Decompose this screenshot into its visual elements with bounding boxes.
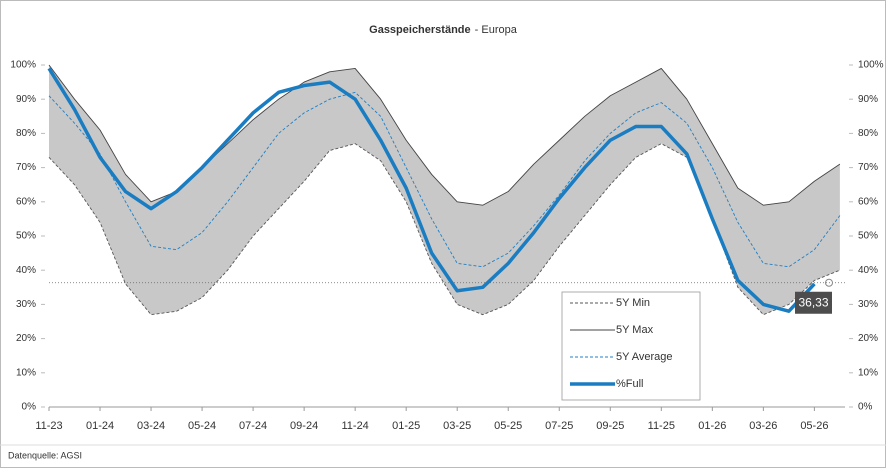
y-tick-label: 70% — [16, 162, 36, 173]
series-line — [48, 91, 841, 268]
x-tick-label: 11-24 — [341, 420, 368, 432]
y2-tick-label: 60% — [858, 196, 878, 207]
y2-tick-label: 80% — [858, 128, 878, 139]
x-tick-label: 01-26 — [698, 420, 726, 432]
annotation-dot — [825, 278, 833, 287]
title-main: Gasspeicherstände — [369, 24, 471, 36]
legend-label: 5Y Max — [616, 324, 654, 336]
y-tick-label: 80% — [16, 128, 36, 139]
y-tick-label: 30% — [16, 299, 36, 310]
x-tick-label: 11-23 — [35, 420, 62, 432]
legend-label: 5Y Average — [616, 351, 672, 363]
legend-box — [561, 291, 701, 401]
y2-tick-label: 20% — [858, 333, 878, 344]
y2-tick-label: 50% — [858, 231, 878, 242]
y-tick-label: 10% — [16, 367, 36, 378]
y2-tick-label: 70% — [858, 162, 878, 173]
x-tick-label: 03-24 — [137, 420, 165, 432]
x-tick-label: 05-25 — [494, 420, 522, 432]
x-tick-label: 03-25 — [443, 420, 471, 432]
y2-tick-label: 90% — [858, 94, 878, 105]
x-tick-label: 07-25 — [545, 420, 573, 432]
source: Datenquelle: AGSI — [8, 450, 82, 460]
x-tick-label: 09-25 — [596, 420, 624, 432]
y2-tick-label: 40% — [858, 265, 878, 276]
chart-title: Gasspeicherstände - Europa — [369, 24, 518, 36]
y-tick-label: 60% — [16, 196, 36, 207]
y-tick-label: 50% — [16, 231, 36, 242]
y2-tick-label: 30% — [858, 299, 878, 310]
annotation-box — [795, 291, 832, 314]
legend-label: %Full — [616, 378, 644, 390]
x-tick-label: 05-26 — [800, 420, 828, 432]
x-tick-label: 05-24 — [188, 420, 216, 432]
y2-tick-label: 10% — [858, 367, 878, 378]
y-tick-label: 40% — [16, 265, 36, 276]
y2-tick-label: 100% — [858, 60, 884, 71]
x-tick-label: 01-24 — [86, 420, 114, 432]
x-tick-label: 03-26 — [749, 420, 777, 432]
x-tick-label: 09-24 — [290, 420, 318, 432]
y-tick-label: 100% — [10, 60, 36, 71]
x-tick-label: 07-24 — [239, 420, 267, 432]
y-tick-label: 90% — [16, 94, 36, 105]
y-tick-label: 0% — [22, 402, 37, 413]
y2-tick-label: 0% — [858, 402, 873, 413]
series-line — [47, 67, 816, 313]
x-tick-label: 01-25 — [392, 420, 420, 432]
annotation-label: 36,33 — [798, 295, 828, 309]
y-tick-label: 20% — [16, 333, 36, 344]
x-tick-label: 11-25 — [648, 420, 675, 432]
legend-label: 5Y Min — [616, 297, 650, 309]
title-sub: - Europa — [475, 24, 518, 36]
